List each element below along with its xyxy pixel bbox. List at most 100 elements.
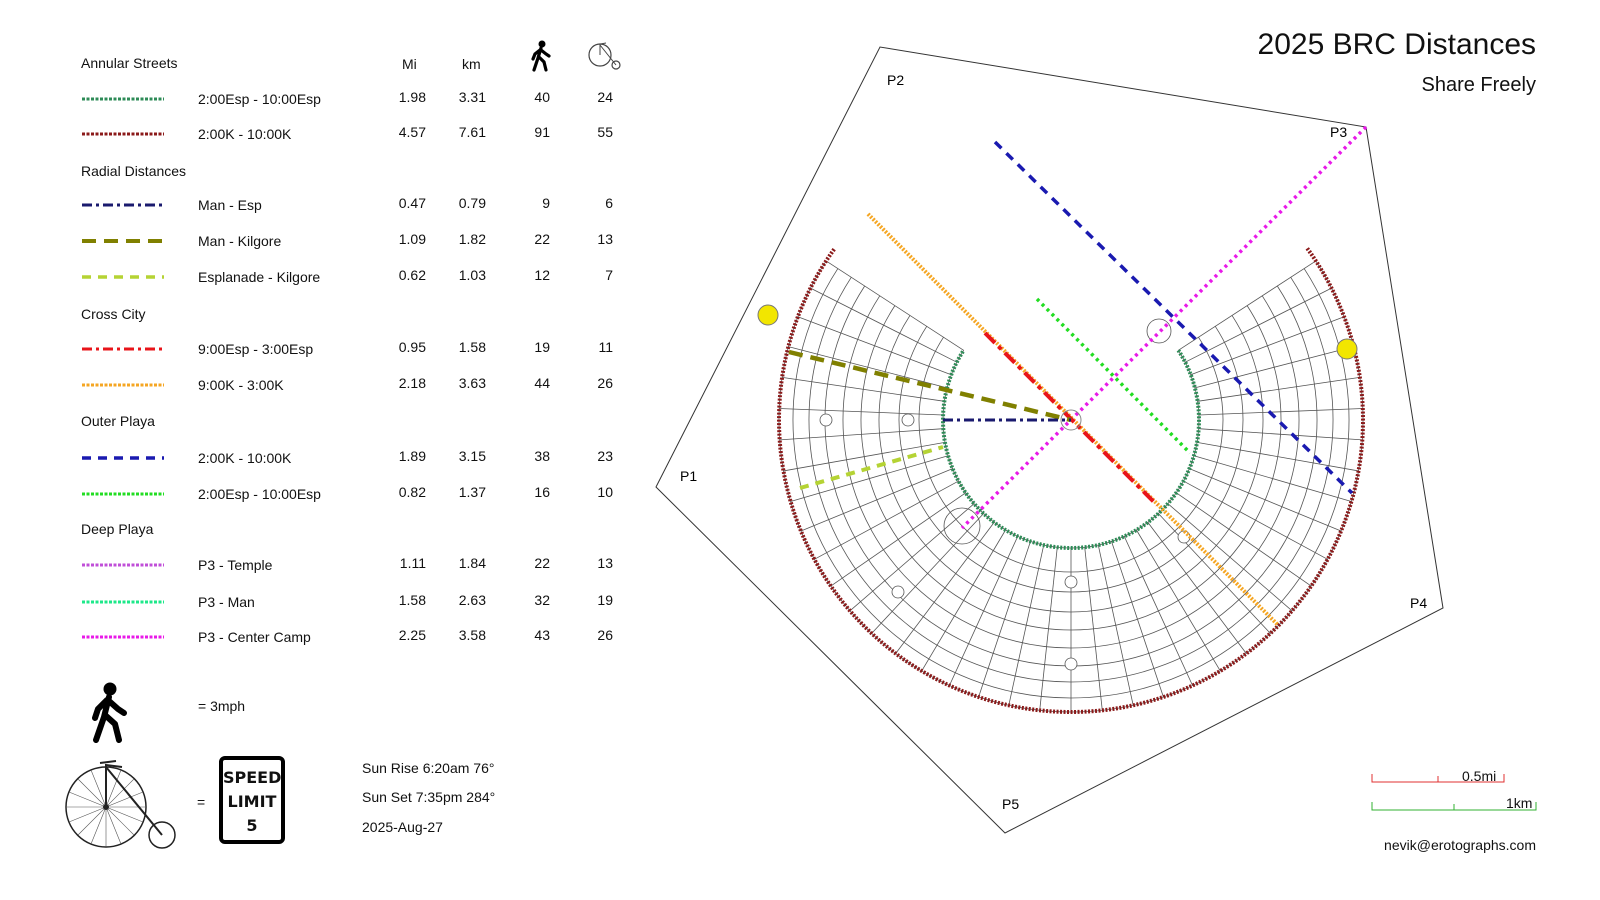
legend-value-walk: 19 (534, 339, 550, 355)
legend-value-km: 1.37 (458, 484, 486, 500)
legend-value-walk: 43 (534, 627, 550, 643)
radial-street (1123, 536, 1193, 686)
penny-farthing-icon (588, 42, 621, 70)
man-marker (1060, 409, 1082, 431)
legend-value-mi: 1.11 (399, 555, 426, 571)
sun-rise: Sun Rise 6:20am 76° (362, 760, 495, 776)
point-label-p1: P1 (680, 468, 697, 484)
legend-value-bike: 26 (597, 627, 613, 643)
legend-value-bike: 13 (597, 555, 613, 571)
date: 2025-Aug-27 (362, 819, 443, 835)
radial-street (921, 529, 1006, 672)
legend-label: P3 - Man (198, 594, 255, 610)
radial-street (1185, 287, 1332, 363)
radial-street (1147, 522, 1247, 654)
plaza (1146, 318, 1172, 344)
legend-swatch (82, 383, 164, 387)
legend-value-walk: 16 (534, 484, 550, 500)
radial-street (1194, 346, 1354, 389)
legend-value-km: 0.79 (458, 195, 486, 211)
legend-value-walk: 12 (534, 267, 550, 283)
legend-value-km: 3.31 (458, 89, 486, 105)
legend-value-mi: 1.09 (398, 231, 426, 247)
legend-value-km: 2.63 (458, 592, 486, 608)
legend-value-mi: 1.58 (398, 592, 426, 608)
legend-swatch (82, 239, 164, 243)
radial-street (1097, 544, 1134, 706)
legend-swatch (82, 132, 164, 136)
column-header-km: km (462, 56, 481, 72)
radial-street (1183, 480, 1328, 560)
speed-sign-line2: LIMIT (227, 792, 277, 811)
legend-value-mi: 4.57 (398, 124, 426, 140)
trash-fence (655, 46, 1444, 834)
plaza (901, 413, 915, 427)
legend-value-km: 3.63 (458, 375, 486, 391)
street-grid (778, 260, 1364, 713)
legend-value-bike: 11 (598, 339, 613, 355)
point-label-p4: P4 (1410, 595, 1427, 611)
legend-value-km: 1.58 (458, 339, 486, 355)
route-lines (776, 125, 1368, 714)
radial-street (1167, 503, 1293, 612)
radial-street (1008, 544, 1045, 706)
radial-street (1198, 428, 1363, 441)
legend-value-bike: 26 (597, 375, 613, 391)
radial-street (1111, 541, 1164, 698)
page-subtitle: Share Freely (1421, 74, 1537, 96)
radial-street (1189, 468, 1342, 532)
section-heading: Radial Distances (81, 163, 187, 179)
legend-label: 9:00K - 3:00K (198, 377, 284, 393)
legend-value-bike: 24 (597, 89, 613, 105)
radial-street (825, 260, 964, 351)
radial-street (810, 287, 957, 363)
radial-street (800, 468, 953, 532)
legend-value-mi: 0.82 (398, 484, 426, 500)
plaza (1064, 575, 1078, 589)
radial-street (849, 503, 975, 612)
legend-value-bike: 10 (597, 484, 613, 500)
route-esplanade-arc (941, 349, 1201, 550)
legend-value-km: 1.03 (458, 267, 486, 283)
bike-equals: = (197, 794, 206, 810)
radial-street (1197, 376, 1360, 402)
legend-value-mi: 2.25 (398, 627, 426, 643)
scale-label-mi: 0.5mi (1462, 768, 1497, 784)
radial-street (1178, 260, 1317, 351)
column-header-mi: Mi (402, 56, 417, 72)
legend-swatch (82, 97, 164, 101)
walk-icon (531, 40, 551, 72)
sun-set: Sun Set 7:35pm 284° (362, 789, 496, 805)
legend-label: 2:00K - 10:00K (198, 126, 292, 142)
legend-value-walk: 44 (534, 375, 550, 391)
legend-label: Esplanade - Kilgore (198, 269, 321, 285)
radial-street (1158, 513, 1271, 634)
walk-speed-note: = 3mph (198, 698, 246, 714)
legend-value-walk: 40 (534, 89, 550, 105)
legend-value-mi: 1.98 (398, 89, 426, 105)
legend-label: Man - Kilgore (198, 233, 282, 249)
legend-swatch (82, 347, 164, 351)
point-label-p5: P5 (1002, 796, 1019, 812)
legend-value-walk: 91 (534, 124, 550, 140)
speed-sign-line1: SPEED (223, 768, 282, 787)
plaza (819, 413, 833, 427)
route-kilgore-arc (776, 247, 1365, 714)
legend-value-walk: 32 (534, 592, 550, 608)
radial-street (779, 428, 944, 441)
radial-street (949, 536, 1019, 686)
legend-swatch (82, 600, 164, 604)
ring-street (942, 350, 1200, 549)
plaza (891, 585, 905, 599)
walk-person-icon (92, 682, 127, 743)
legend-label: 2:00K - 10:00K (198, 450, 292, 466)
legend-value-walk: 9 (542, 195, 550, 211)
route-line (799, 445, 944, 490)
radial-street (1198, 408, 1363, 416)
plaza (1064, 657, 1078, 671)
scale-bar-mi (1371, 774, 1505, 783)
legend-swatch (82, 635, 164, 639)
legend-value-mi: 0.47 (398, 195, 426, 211)
scale-label-km: 1km (1506, 795, 1533, 811)
point-label-p2: P2 (887, 72, 904, 88)
